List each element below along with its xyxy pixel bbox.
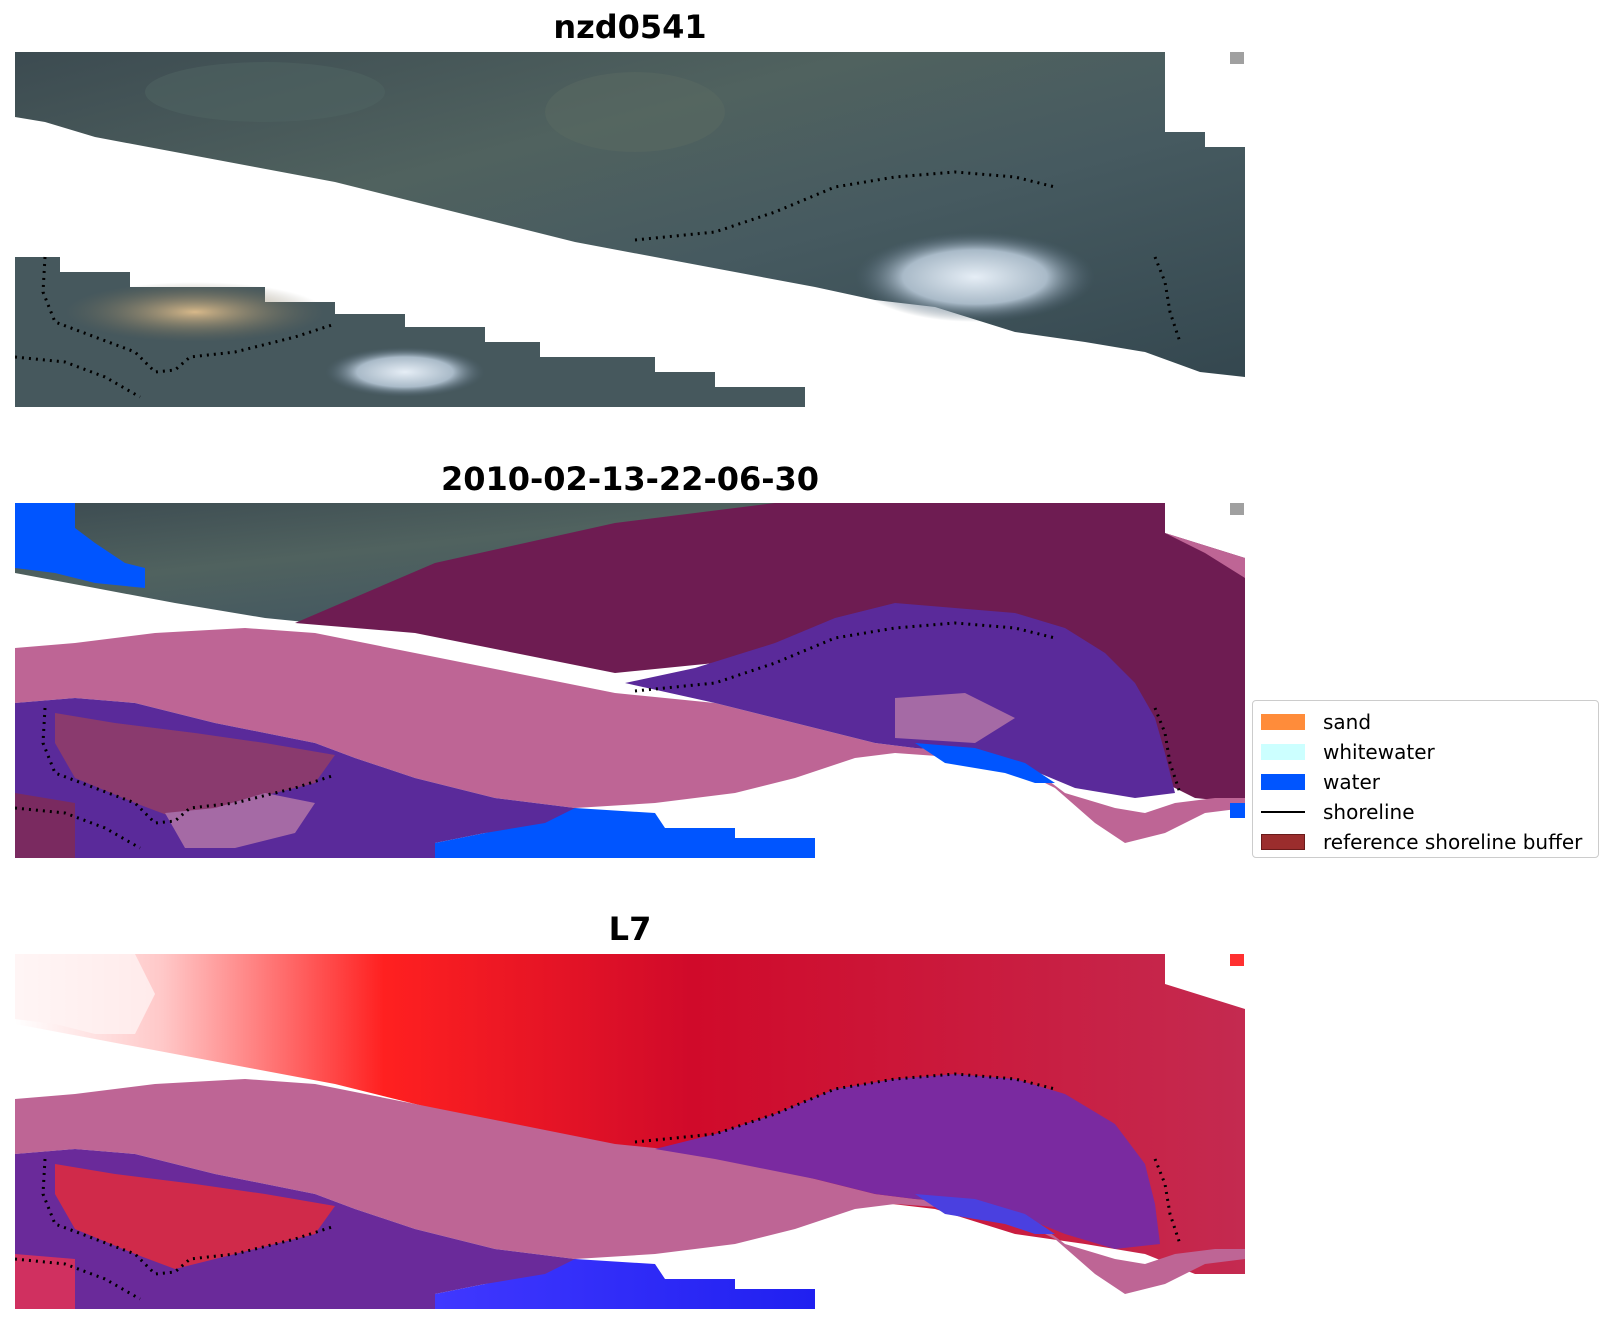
legend-item-water: water (1261, 767, 1590, 797)
l7-index-panel (15, 954, 1245, 1309)
water-region-top (15, 503, 145, 588)
whitewater-swatch (1261, 744, 1305, 760)
buffer-swatch (1261, 834, 1305, 850)
panel-title-rgb: nzd0541 (553, 8, 707, 46)
reference-buffer-band (15, 628, 1245, 843)
legend-label-water: water (1323, 770, 1380, 794)
legend-item-shoreline: shoreline (1261, 797, 1590, 827)
rgb-image-panel (15, 52, 1245, 407)
legend-label-buffer: reference shoreline buffer (1323, 830, 1583, 854)
water-region-bottom (435, 808, 815, 858)
panel-title-l7: L7 (608, 910, 652, 948)
legend-item-whitewater: whitewater (1261, 737, 1590, 767)
panel-title-date: 2010-02-13-22-06-30 (440, 460, 820, 498)
legend-item-buffer: reference shoreline buffer (1261, 827, 1590, 857)
legend: sand whitewater water shoreline referenc… (1252, 700, 1599, 858)
water-swatch (1261, 774, 1305, 790)
shoreline-line-icon (1261, 811, 1305, 813)
legend-label-whitewater: whitewater (1323, 740, 1435, 764)
legend-label-sand: sand (1323, 710, 1372, 734)
sand-swatch (1261, 714, 1305, 730)
classification-panel (15, 503, 1245, 858)
legend-label-shoreline: shoreline (1323, 800, 1415, 824)
legend-item-sand: sand (1261, 707, 1590, 737)
